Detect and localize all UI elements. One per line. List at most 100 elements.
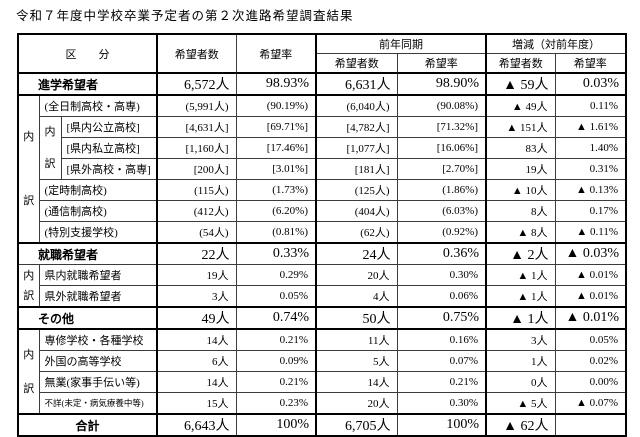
uchiwake-char: 内 xyxy=(44,126,56,138)
table-row-zennichisei: 内 訳 (全日制高校・高専) (5,991人) (90.19%) (6,040人… xyxy=(17,94,627,244)
change-applicants-cell: ▲ 49人 xyxy=(485,94,556,117)
table-row-gaikoku-koko: 外国の高等学校 6人 0.09% 5人 0.07% 1人 0.02% xyxy=(18,350,627,372)
change-applicants-cell: 0人 xyxy=(485,371,556,393)
header-change-applicants: 希望者数 xyxy=(485,53,556,74)
prev-applicants-cell: [4,782人] xyxy=(315,116,398,138)
category-cell: (通信制高校) xyxy=(38,200,159,222)
applicants-cell: 49人 xyxy=(156,306,237,330)
table-row-teijisei: (定時制高校) (115人) (1.73%) (125人) (1.86%) ▲ … xyxy=(18,179,627,201)
table-row-kennai-shushoku: 内 訳 県内就職希望者 19人 0.29% 20人 0.30% ▲ 1人 ▲ 0… xyxy=(17,264,627,308)
uchiwake-char: 訳 xyxy=(23,289,35,302)
category-cell: 外国の高等学校 xyxy=(38,350,159,372)
prev-rate-cell: (1.86%) xyxy=(396,179,488,201)
table-row-kennai-koritsu: 内 訳 [県内公立高校] [4,631人] [69.71%] [4,782人] … xyxy=(18,116,627,180)
prev-rate-cell: 0.16% xyxy=(396,328,488,351)
header-applicants: 希望者数 xyxy=(156,33,237,74)
category-cell: 県内就職希望者 xyxy=(38,264,159,286)
category-cell: 無業(家事手伝い等) xyxy=(38,371,159,393)
header-change-group: 増減（対前年度） xyxy=(485,33,627,54)
change-rate-cell: 0.31% xyxy=(554,158,627,180)
change-rate-cell: ▲ 0.13% xyxy=(554,179,627,201)
prev-rate-cell: 0.30% xyxy=(396,264,488,286)
uchiwake-cell: 内 訳 xyxy=(17,94,40,244)
change-rate-cell: ▲ 0.01% xyxy=(554,264,627,286)
category-cell: 県外就職希望者 xyxy=(38,285,159,308)
applicants-cell: 3人 xyxy=(156,285,237,308)
uchiwake-char: 訳 xyxy=(23,382,35,395)
change-applicants-cell: ▲ 151人 xyxy=(485,116,556,138)
change-rate-cell: 0.11% xyxy=(554,94,627,117)
table-row-kennai-shiritsu: [県内私立高校] [1,160人] [17.46%] [1,077人] [16.… xyxy=(18,137,627,159)
prev-applicants-cell: 24人 xyxy=(315,242,398,265)
rate-cell: (1.73%) xyxy=(235,179,318,201)
rate-cell: (0.81%) xyxy=(235,221,318,244)
applicants-cell: 6人 xyxy=(156,350,237,372)
header-prev-rate: 希望率 xyxy=(396,53,488,74)
applicants-cell: (54人) xyxy=(156,221,237,244)
header-row-top: 区 分 希望者数 希望率 前年同期 増減（対前年度） xyxy=(17,33,627,74)
prev-rate-cell: [2.70%] xyxy=(396,158,488,180)
uchiwake-char: 訳 xyxy=(23,195,35,207)
uchiwake-char: 内 xyxy=(23,348,35,361)
change-applicants-cell: ▲ 1人 xyxy=(485,264,556,286)
change-applicants-cell: ▲ 62人 xyxy=(485,413,556,437)
applicants-cell: 14人 xyxy=(156,371,237,393)
prev-applicants-cell: 20人 xyxy=(315,264,398,286)
rate-cell: 0.21% xyxy=(235,328,318,351)
rate-cell: 0.09% xyxy=(235,350,318,372)
prev-applicants-cell: 4人 xyxy=(315,285,398,308)
change-applicants-cell: ▲ 1人 xyxy=(485,285,556,308)
applicants-cell: (5,991人) xyxy=(156,94,237,117)
header-prev-period-group: 前年同期 xyxy=(315,33,488,54)
change-applicants-cell: ▲ 59人 xyxy=(485,72,556,96)
change-applicants-cell: ▲ 1人 xyxy=(485,306,556,330)
rate-cell: 0.74% xyxy=(235,306,318,330)
change-rate-cell: 0.17% xyxy=(554,200,627,222)
table-row-fusho: 不詳(未定・病気療養中等) 15人 0.23% 20人 0.30% ▲ 5人 ▲… xyxy=(18,392,627,415)
rate-cell: [69.71%] xyxy=(235,116,318,138)
change-rate-cell: ▲ 0.03% xyxy=(554,242,627,265)
change-applicants-cell: 8人 xyxy=(485,200,556,222)
header-row-sub: 希望者数 希望率 希望者数 希望率 xyxy=(18,53,627,74)
header-change-rate: 希望率 xyxy=(554,53,627,74)
table-row-sonota: その他 49人 0.74% 50人 0.75% ▲ 1人 ▲ 0.01% xyxy=(17,306,627,330)
rate-cell: 100% xyxy=(235,413,318,437)
change-applicants-cell: ▲ 5人 xyxy=(485,392,556,415)
rate-cell: (6.20%) xyxy=(235,200,318,222)
table-row-mugyo: 無業(家事手伝い等) 14人 0.21% 14人 0.21% 0人 0.00% xyxy=(18,371,627,393)
uchiwake-cell: 内 訳 xyxy=(17,264,40,308)
table-row-gokei: 合計 6,643人 100% 6,705人 100% ▲ 62人 xyxy=(17,413,627,437)
prev-applicants-cell: [181人] xyxy=(315,158,398,180)
prev-rate-cell: 100% xyxy=(396,413,488,437)
uchiwake-cell: 内 訳 xyxy=(38,116,62,180)
category-cell: 合計 xyxy=(17,413,159,437)
category-cell: (全日制高校・高専) xyxy=(38,94,159,117)
prev-applicants-cell: 5人 xyxy=(315,350,398,372)
table-row-shushoku: 就職希望者 22人 0.33% 24人 0.36% ▲ 2人 ▲ 0.03% xyxy=(17,242,627,265)
prev-applicants-cell: 14人 xyxy=(315,371,398,393)
applicants-cell: 19人 xyxy=(156,264,237,286)
prev-rate-cell: [71.32%] xyxy=(396,116,488,138)
applicants-cell: 6,572人 xyxy=(156,72,237,96)
rate-cell: 0.29% xyxy=(235,264,318,286)
rate-cell: [17.46%] xyxy=(235,137,318,159)
rate-cell: 0.33% xyxy=(235,242,318,265)
change-rate-cell: ▲ 0.11% xyxy=(554,221,627,244)
table-row-kengai-koko: [県外高校・高専] [200人] [3.01%] [181人] [2.70%] … xyxy=(18,158,627,180)
change-applicants-cell: 83人 xyxy=(485,137,556,159)
category-cell: 就職希望者 xyxy=(17,242,159,265)
change-rate-cell: ▲ 0.01% xyxy=(554,285,627,308)
rate-cell: (90.19%) xyxy=(235,94,318,117)
change-applicants-cell: 3人 xyxy=(485,328,556,351)
change-rate-cell: ▲ 1.61% xyxy=(554,116,627,138)
rate-cell: 0.23% xyxy=(235,392,318,415)
prev-applicants-cell: 20人 xyxy=(315,392,398,415)
prev-applicants-cell: (125人) xyxy=(315,179,398,201)
category-cell: その他 xyxy=(17,306,159,330)
category-cell: [県内公立高校] xyxy=(60,116,159,138)
rate-cell: 0.21% xyxy=(235,371,318,393)
change-rate-cell: 0.03% xyxy=(554,72,627,96)
table-row-shingaku: 進学希望者 6,572人 98.93% 6,631人 98.90% ▲ 59人 … xyxy=(17,72,627,96)
prev-applicants-cell: 50人 xyxy=(315,306,398,330)
change-applicants-cell: ▲ 8人 xyxy=(485,221,556,244)
